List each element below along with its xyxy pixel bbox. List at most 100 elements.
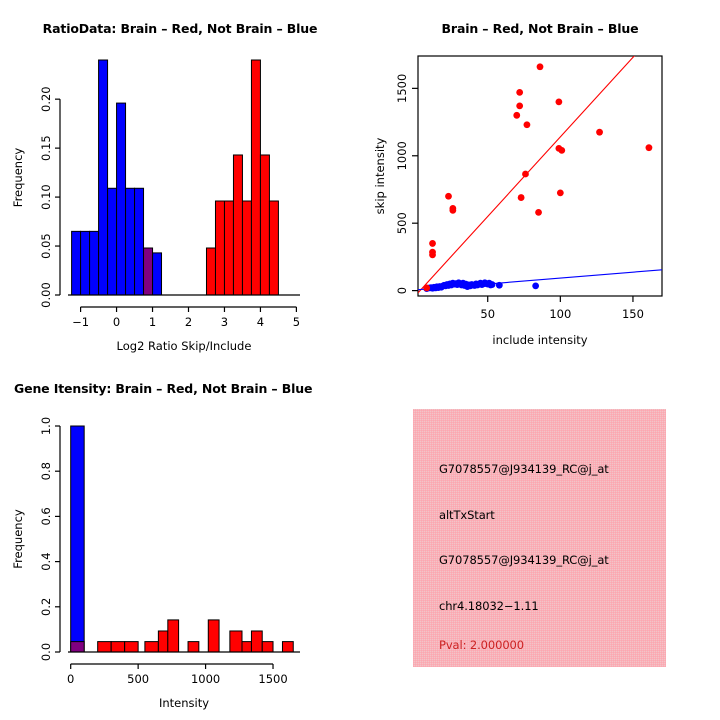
y-tick-label: 0.8	[39, 462, 53, 480]
histogram-bar	[205, 247, 216, 296]
x-axis-title: include intensity	[492, 333, 587, 347]
scatter-point	[516, 89, 524, 96]
gene-histogram-plot: 0.0 0.2 0.4 0.6 0.8 1.0 Frequency 0 500 1000 1500 I…	[11, 417, 300, 710]
scatter-data-layer	[418, 56, 662, 294]
histogram-bar	[97, 641, 112, 653]
histogram-bar	[214, 200, 225, 296]
scatter-point	[535, 209, 542, 216]
histogram-bar	[259, 154, 270, 296]
y-tick-label: 0	[395, 287, 409, 294]
histogram-bar	[98, 59, 109, 296]
y-tick-label: 0.6	[39, 507, 53, 525]
histogram-bar	[143, 247, 154, 296]
scatter-point	[555, 98, 563, 106]
plot-frame	[417, 55, 663, 297]
x-tick-label: 50	[480, 307, 495, 321]
y-tick-label: 1500	[395, 74, 409, 103]
x-tick-label: 150	[622, 307, 644, 321]
histogram-bar	[223, 200, 234, 296]
probe-id-label: G7078557@J934139_RC@j_at	[439, 462, 609, 476]
histogram-bar	[124, 641, 139, 653]
scatter-point	[449, 206, 457, 214]
histogram-bar	[70, 425, 85, 653]
x-tick-label: 100	[549, 307, 571, 321]
gene-id-label: G7078557@J934139_RC@j_at	[439, 553, 609, 567]
x-tick-label: 1500	[258, 672, 287, 686]
histogram-bar	[241, 641, 252, 653]
y-axis-title: Frequency	[11, 148, 25, 208]
x-tick-label: 500	[127, 672, 149, 686]
histogram-bar	[110, 641, 126, 653]
x-tick-label: 0	[67, 672, 74, 686]
x-axis-title: Log2 Ratio Skip/Include	[117, 339, 252, 353]
scatter-point	[488, 281, 496, 288]
intensity-scatter-title: Brain – Red, Not Brain – Blue	[441, 21, 639, 36]
locus-label: chr4.18032−1.11	[439, 599, 539, 613]
histogram-bar	[229, 630, 243, 653]
y-tick-label: 0.20	[39, 86, 53, 112]
y-tick-label: 0.4	[39, 552, 53, 570]
histogram-bar	[167, 619, 180, 653]
histogram-bar	[187, 641, 200, 653]
scatter-point	[423, 284, 431, 292]
histogram-bar	[144, 641, 159, 653]
scatter-point	[495, 281, 503, 289]
y-tick-label: 1.0	[39, 417, 53, 435]
scatter-point	[517, 194, 525, 201]
histogram-bar	[152, 252, 163, 296]
histogram-bar	[107, 187, 118, 296]
x-tick-label: 5	[293, 315, 300, 329]
histogram-bar	[241, 200, 252, 296]
regression-line	[418, 56, 635, 294]
x-tick-label: 4	[257, 315, 264, 329]
x-tick-label: 1	[149, 315, 156, 329]
histogram-bar	[250, 630, 263, 653]
y-tick-label: 0.10	[39, 184, 53, 210]
scatter-point	[645, 144, 653, 152]
histogram-bar	[80, 230, 91, 296]
panel-probe-info: G7078557@J934139_RC@j_at altTxStart G707…	[360, 360, 720, 720]
y-axis-title: skip intensity	[373, 137, 387, 214]
scatter-point	[523, 121, 531, 129]
histogram-bar	[125, 187, 136, 296]
panel-gene-histogram: Gene Itensity: Brain – Red, Not Brain – …	[0, 360, 360, 720]
histogram-bar	[268, 200, 279, 296]
x-tick-label: 1000	[191, 672, 220, 686]
histogram-bar	[116, 102, 127, 296]
scatter-point	[558, 146, 566, 154]
y-axis-title: Frequency	[11, 509, 25, 569]
histogram-bar	[261, 641, 274, 653]
scatter-point	[516, 102, 524, 110]
gene-histogram-title: Gene Itensity: Brain – Red, Not Brain – …	[14, 381, 313, 396]
scatter-point	[536, 63, 544, 71]
x-tick-label: 2	[185, 315, 192, 329]
histogram-bar	[71, 230, 82, 296]
x-tick-label: −1	[72, 315, 89, 329]
scatter-point	[532, 282, 540, 290]
scatter-point	[429, 240, 436, 247]
x-tick-label: 3	[221, 315, 228, 329]
histogram-bar	[232, 154, 243, 296]
histogram-bar	[89, 230, 100, 296]
scatter-point	[556, 189, 564, 197]
event-type-label: altTxStart	[439, 508, 495, 522]
panel-ratio-histogram: RatioData: Brain – Red, Not Brain – Blue…	[0, 0, 360, 360]
y-tick-label: 0.2	[39, 598, 53, 616]
histogram-bar	[70, 641, 85, 653]
scatter-point	[522, 170, 529, 178]
histogram-bar	[250, 59, 261, 296]
y-tick-label: 0.00	[39, 282, 53, 308]
scatter-point	[445, 192, 452, 200]
ratio-histogram-plot: 0.00 0.05 0.10 0.15 0.20 Frequency −1 0 1 2 3 4 5 Log…	[11, 59, 300, 353]
histogram-bar	[157, 630, 169, 653]
pval-label: Pval: 2.000000	[439, 638, 524, 652]
x-axis-title: Intensity	[159, 696, 209, 710]
histogram-bar	[281, 641, 294, 653]
intensity-scatter-plot: 0 500 1000 1500 skip intensity 50 100 150 includ…	[373, 55, 663, 347]
y-tick-label: 0.05	[39, 233, 53, 259]
y-tick-label: 1000	[395, 141, 409, 170]
histogram-bar	[134, 187, 145, 296]
ratio-histogram-title: RatioData: Brain – Red, Not Brain – Blue	[42, 21, 318, 36]
panel-intensity-scatter: Brain – Red, Not Brain – Blue 0 500 1000 15…	[360, 0, 720, 360]
